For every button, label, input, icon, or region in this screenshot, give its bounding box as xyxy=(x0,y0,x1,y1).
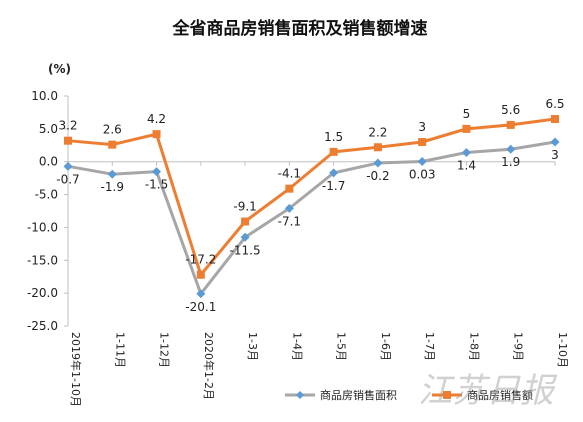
amount-point xyxy=(196,270,205,279)
amount-point xyxy=(285,184,294,193)
series-amount-line xyxy=(64,115,559,279)
area-data-label: -7.1 xyxy=(278,214,301,228)
amount-data-label: -9.1 xyxy=(233,200,256,214)
area-point xyxy=(63,161,73,171)
area-data-label: -20.1 xyxy=(185,300,216,314)
area-data-label: -1.9 xyxy=(101,180,124,194)
legend-marker xyxy=(296,391,304,399)
x-tick-label: 1-10月 xyxy=(556,332,569,368)
area-point xyxy=(506,144,516,154)
area-data-label: 3 xyxy=(551,148,559,162)
amount-point xyxy=(241,217,250,226)
amount-data-label: 5 xyxy=(463,107,471,121)
y-tick-label: -10.0 xyxy=(27,220,58,234)
axes: 10.0 5.0 0.0 -5.0 -10.0 -15.0 -20.0 -25.0 2019年1… xyxy=(27,89,569,407)
area-point xyxy=(417,157,427,167)
area-series-line xyxy=(67,140,556,296)
area-point xyxy=(196,289,206,299)
x-tick-label: 2019年1-10月 xyxy=(69,332,83,407)
amount-data-label: 3 xyxy=(418,120,426,134)
area-data-label: -11.5 xyxy=(230,243,261,257)
y-tick-label: -5.0 xyxy=(35,188,58,202)
area-point xyxy=(329,168,339,178)
x-tick-label: 1-7月 xyxy=(423,332,436,361)
amount-point xyxy=(551,115,559,123)
legend-label: 商品房销售额 xyxy=(467,388,533,402)
area-data-label: -0.2 xyxy=(366,169,389,183)
amount-point xyxy=(418,138,427,146)
x-tick-label: 1-4月 xyxy=(290,332,303,361)
x-tick-label: 1-5月 xyxy=(335,332,348,361)
y-axis-unit: (%) xyxy=(48,62,71,76)
area-point xyxy=(373,158,383,168)
area-point xyxy=(240,232,250,242)
amount-data-label: 6.5 xyxy=(545,97,564,111)
x-tick-label: 1-9月 xyxy=(512,332,525,361)
chart-title: 全省商品房销售面积及销售额增速 xyxy=(172,18,428,39)
data-labels: -0.7 -1.9 -1.5 -20.1 -11.5 -7.1 -1.7 -0.2 0.03 1.… xyxy=(56,97,564,314)
amount-point xyxy=(329,147,338,156)
amount-data-label: 3.2 xyxy=(58,119,77,133)
amount-data-label: 1.5 xyxy=(324,130,343,144)
y-tick-label: 5.0 xyxy=(39,122,58,136)
legend-marker xyxy=(443,391,451,399)
x-tick-label: 2020年1-2月 xyxy=(202,332,216,400)
x-tick-label: 1-6月 xyxy=(379,332,392,361)
area-point xyxy=(152,167,162,177)
amount-point xyxy=(152,130,161,139)
watermark: 江苏日报 xyxy=(418,371,558,411)
x-tick-label: 1-3月 xyxy=(246,332,259,361)
amount-data-label: -4.1 xyxy=(278,167,301,181)
x-tick-label: 1-12月 xyxy=(158,332,171,368)
y-tick-label: -25.0 xyxy=(27,319,58,333)
area-data-label: -0.7 xyxy=(56,172,79,186)
amount-point xyxy=(506,120,515,129)
amount-series-line xyxy=(67,117,556,277)
area-point xyxy=(461,148,471,158)
y-tick-label: -20.0 xyxy=(27,286,58,300)
amount-point xyxy=(373,143,382,152)
y-tick-label: 10.0 xyxy=(31,89,58,103)
area-point xyxy=(550,137,560,147)
area-point xyxy=(107,169,117,179)
area-data-label: -1.7 xyxy=(322,179,345,193)
area-data-label: 0.03 xyxy=(409,168,436,182)
x-tick-label: 1-11月 xyxy=(113,332,126,368)
series-area-line xyxy=(63,137,560,299)
amount-data-label: 2.2 xyxy=(368,125,387,139)
amount-data-label: 4.2 xyxy=(147,112,166,126)
amount-data-label: -17.2 xyxy=(185,253,216,267)
legend: 商品房销售面积 商品房销售额 xyxy=(285,388,533,402)
y-tick-label: 0.0 xyxy=(39,155,58,169)
legend-label: 商品房销售面积 xyxy=(320,388,397,402)
amount-point xyxy=(108,140,117,149)
amount-data-label: 2.6 xyxy=(103,123,122,137)
amount-point xyxy=(462,124,471,133)
area-data-label: 1.9 xyxy=(501,155,520,169)
area-point xyxy=(284,203,294,213)
y-tick-label: -15.0 xyxy=(27,253,58,267)
area-data-label: 1.4 xyxy=(457,159,476,173)
area-data-label: -1.5 xyxy=(145,178,168,192)
x-tick-label: 1-8月 xyxy=(467,332,480,361)
amount-point xyxy=(64,136,72,145)
amount-data-label: 5.6 xyxy=(501,103,520,117)
